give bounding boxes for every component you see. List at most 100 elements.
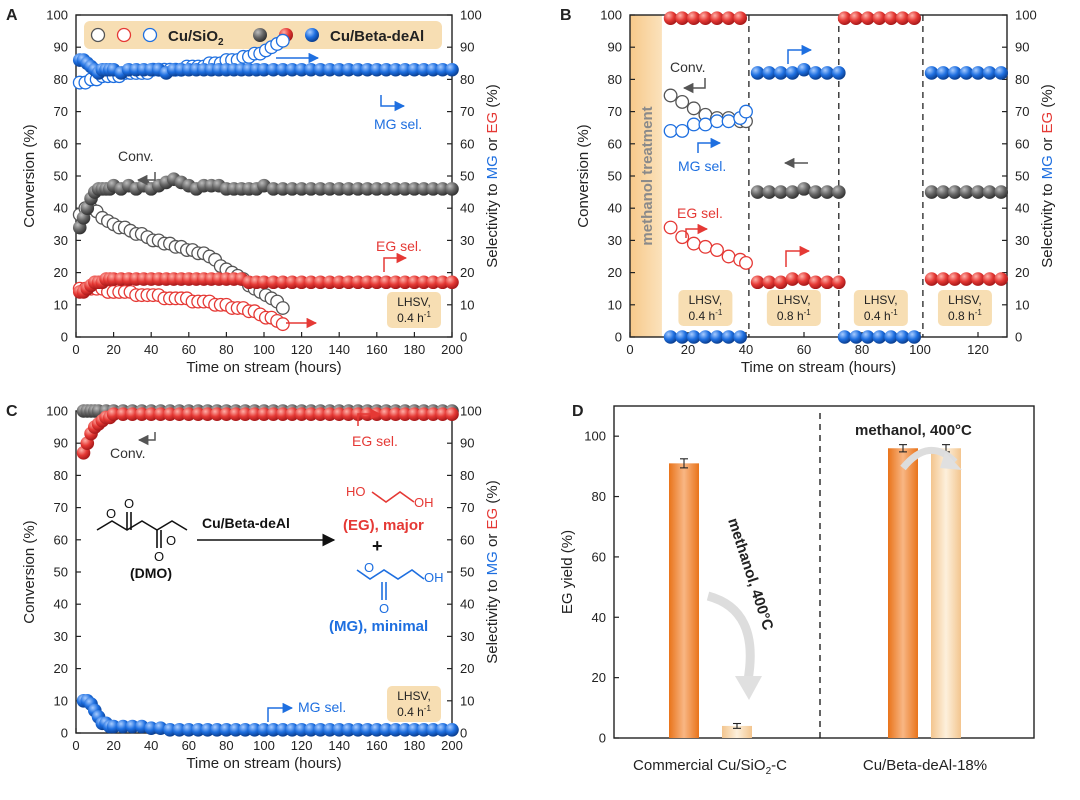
data-point bbox=[832, 275, 846, 290]
data-point bbox=[808, 185, 823, 199]
data-point bbox=[971, 272, 985, 286]
data-point bbox=[351, 722, 365, 737]
y-tick-label: 70 bbox=[54, 104, 68, 119]
data-point bbox=[388, 182, 403, 196]
y2-tick-label: 20 bbox=[460, 661, 474, 676]
x-tick-label: 140 bbox=[328, 342, 350, 357]
lhsv-value: 0.4 h-1 bbox=[864, 308, 898, 323]
data-point bbox=[994, 66, 1008, 80]
data-point bbox=[106, 719, 121, 734]
arrow-eg-sel bbox=[383, 252, 408, 272]
data-point bbox=[247, 407, 262, 422]
data-point bbox=[895, 330, 910, 344]
data-point bbox=[304, 62, 318, 77]
x-tick-label: 120 bbox=[967, 342, 989, 357]
data-point bbox=[219, 722, 234, 737]
data-point bbox=[191, 407, 205, 422]
data-point bbox=[313, 722, 328, 737]
data-point bbox=[360, 275, 375, 290]
arrow-mg-sel bbox=[380, 95, 406, 112]
data-point bbox=[686, 236, 701, 251]
data-point bbox=[360, 62, 375, 77]
data-point bbox=[341, 407, 356, 422]
y2-axis-title: Selectivity to MG or EG (%) bbox=[484, 480, 501, 663]
data-point bbox=[294, 275, 309, 290]
y2-tick-label: 30 bbox=[1015, 233, 1029, 248]
data-point bbox=[257, 62, 271, 77]
data-point bbox=[686, 101, 701, 116]
data-point bbox=[398, 182, 412, 196]
annotation-methanol-left: methanol, 400°C bbox=[724, 516, 776, 633]
y-tick-label: 20 bbox=[54, 265, 68, 280]
data-point bbox=[257, 407, 271, 422]
x-tick-label: 160 bbox=[366, 342, 388, 357]
y-tick-label: 80 bbox=[592, 489, 606, 504]
data-point bbox=[762, 66, 776, 80]
arrow-eg-sel bbox=[685, 223, 709, 238]
data-point bbox=[445, 62, 459, 77]
x-tick-label: 0 bbox=[626, 342, 633, 357]
data-point bbox=[774, 185, 788, 199]
data-point bbox=[797, 272, 811, 286]
data-point bbox=[257, 275, 271, 290]
panel-letter-c: C bbox=[6, 403, 18, 420]
data-point bbox=[797, 62, 811, 77]
y2-tick-label: 100 bbox=[460, 404, 482, 419]
data-point bbox=[276, 62, 290, 77]
arrow-eg-sel bbox=[357, 408, 382, 426]
y-tick-label: 30 bbox=[608, 233, 622, 248]
data-point bbox=[924, 185, 939, 199]
methanol-treatment-label: methanol treatment bbox=[639, 106, 656, 245]
data-point bbox=[663, 330, 678, 344]
data-point bbox=[710, 11, 724, 26]
y-tick-label: 70 bbox=[608, 104, 622, 119]
y2-tick-label: 40 bbox=[1015, 201, 1029, 216]
data-point bbox=[388, 407, 403, 422]
lhsv-label: LHSV, bbox=[397, 295, 431, 309]
data-point bbox=[959, 185, 974, 199]
data-point bbox=[417, 722, 431, 737]
y2-tick-label: 0 bbox=[460, 330, 467, 345]
y-tick-label: 40 bbox=[54, 201, 68, 216]
data-point bbox=[675, 94, 690, 109]
y2-tick-label: 50 bbox=[460, 169, 474, 184]
y-tick-label: 30 bbox=[54, 629, 68, 644]
data-point bbox=[276, 182, 290, 196]
data-point bbox=[982, 185, 997, 199]
data-point bbox=[426, 407, 441, 422]
data-point bbox=[294, 182, 309, 196]
data-point bbox=[948, 185, 962, 199]
legend-marker-open-blue bbox=[142, 27, 158, 43]
data-point bbox=[721, 114, 736, 129]
plus-sign: + bbox=[372, 536, 383, 556]
annotation-conv: Conv. bbox=[670, 59, 706, 75]
data-point bbox=[407, 407, 422, 422]
data-point bbox=[435, 275, 450, 290]
y2-tick-label: 40 bbox=[460, 201, 474, 216]
data-point bbox=[948, 66, 962, 80]
data-point bbox=[435, 407, 450, 422]
data-point bbox=[266, 275, 281, 290]
data-point bbox=[182, 407, 196, 422]
annotation-conv: Conv. bbox=[118, 148, 154, 164]
data-point bbox=[125, 719, 140, 734]
y-tick-label: 10 bbox=[54, 297, 68, 312]
data-point bbox=[907, 11, 921, 26]
x-tick-label: 40 bbox=[739, 342, 753, 357]
eg-oh: OH bbox=[414, 495, 434, 510]
arrow-head-methanol-left bbox=[735, 676, 762, 700]
y2-tick-label: 90 bbox=[460, 40, 474, 55]
y2-tick-label: 10 bbox=[1015, 297, 1029, 312]
data-point bbox=[849, 330, 863, 344]
lhsv-label: LHSV, bbox=[864, 293, 898, 307]
data-point bbox=[398, 275, 412, 290]
lhsv-value: 0.8 h-1 bbox=[777, 308, 811, 323]
data-point bbox=[276, 407, 290, 422]
data-point bbox=[785, 272, 800, 286]
data-point bbox=[276, 722, 290, 737]
data-point bbox=[663, 11, 678, 26]
y-tick-label: 100 bbox=[600, 8, 622, 23]
dmo-structure bbox=[96, 512, 188, 548]
lhsv-value: 0.4 h-1 bbox=[397, 310, 431, 325]
data-point bbox=[820, 275, 834, 290]
